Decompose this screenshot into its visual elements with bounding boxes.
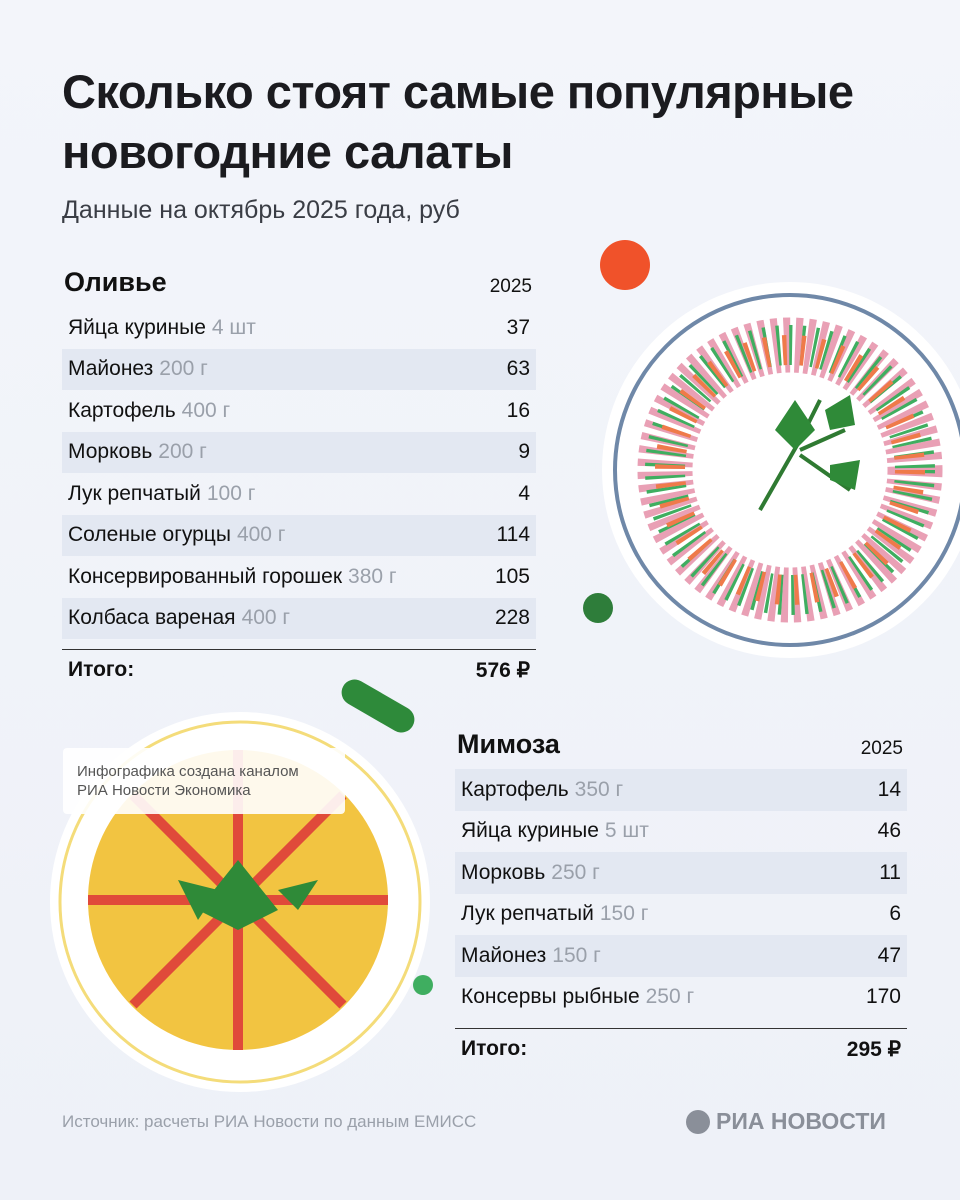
ingredient-price: 105 [494, 564, 530, 588]
pea-illustration [583, 593, 613, 623]
cucumber-illustration [336, 674, 420, 738]
olivie-heading: Оливье [64, 267, 167, 297]
pea-illustration [413, 975, 433, 995]
ingredient-qty: 400 г [241, 606, 291, 630]
ingredient-name: Консервированный горошек [68, 564, 343, 588]
table-row: Морковь 250 г 11 [455, 852, 907, 894]
table-row: Лук репчатый 150 г 6 [455, 894, 907, 936]
tomato-illustration [600, 240, 650, 290]
ingredient-qty: 5 шт [604, 819, 649, 843]
ingredient-qty: 200 г [158, 440, 207, 464]
ingredient-price: 63 [506, 357, 530, 381]
table-row: Картофель 400 г 16 [62, 390, 536, 432]
ingredient-name: Майонез [461, 943, 547, 967]
ingredient-qty: 380 г [348, 564, 397, 588]
ingredient-name: Картофель [461, 777, 569, 801]
mimosa-total-label: Итого: [461, 1037, 528, 1060]
table-row: Соленые огурцы 400 г 114 [62, 514, 536, 556]
ingredient-price: 46 [877, 819, 901, 843]
ingredient-name: Колбаса вареная [68, 606, 236, 630]
table-row: Морковь 200 г 9 [62, 431, 536, 473]
ingredient-name: Морковь [461, 860, 546, 884]
ingredient-name: Яйца куриные [461, 819, 599, 843]
table-row: Яйца куриные 4 шт 37 [62, 307, 536, 349]
ingredient-price: 47 [877, 943, 901, 967]
table-row: Консервированный горошек 380 г 105 [62, 556, 536, 598]
table-row: Майонез 150 г 47 [455, 935, 907, 977]
ingredient-qty: 150 г [599, 902, 649, 926]
table-row: Лук репчатый 100 г 4 [62, 473, 536, 515]
ingredient-name: Майонез [68, 357, 154, 381]
olivie-total-label: Итого: [68, 658, 135, 681]
ingredient-price: 9 [518, 440, 530, 464]
table-row: Картофель 350 г 14 [455, 769, 907, 811]
ingredient-qty: 150 г [552, 943, 601, 967]
ingredient-price: 16 [506, 398, 530, 422]
table-row: Консервы рыбные 250 г 170 [455, 977, 907, 1019]
watermark: Инфографика создана каналом РИА Новости … [63, 748, 345, 814]
ingredient-name: Яйца куриные [68, 315, 206, 339]
ingredient-qty: 200 г [159, 357, 208, 381]
ingredient-name: Картофель [68, 398, 176, 422]
table-row: Яйца куриные 5 шт 46 [455, 811, 907, 853]
ingredient-qty: 250 г [645, 985, 695, 1009]
mimosa-table: Мимоза 2025 Картофель 350 г 14 Яйца куриные 5… [455, 720, 907, 1062]
ingredient-price: 114 [496, 523, 530, 547]
source-note: Источник: расчеты РИА Новости по данным … [62, 1112, 477, 1131]
page-title: Сколько стоят самые популярные новогодни… [62, 65, 854, 178]
ingredient-name: Морковь [68, 440, 153, 464]
ingredient-name: Лук репчатый [68, 481, 201, 505]
olivie-total: 576 ₽ [475, 659, 530, 682]
ingredient-name: Лук репчатый [461, 902, 594, 926]
ingredient-qty: 100 г [206, 481, 256, 505]
ria-logo-text: РИА НОВОСТИ [716, 1108, 886, 1134]
ria-logo: РИА НОВОСТИ [686, 1108, 886, 1135]
ingredient-name: Консервы рыбные [461, 985, 640, 1009]
olivie-year: 2025 [489, 276, 532, 297]
ingredient-name: Соленые огурцы [68, 523, 231, 547]
ingredient-price: 37 [506, 315, 530, 339]
olivie-table: Оливье 2025 Яйца куриные 4 шт 37 Майонез 200 … [62, 258, 536, 683]
ingredient-qty: 400 г [181, 398, 231, 422]
page-subtitle: Данные на октябрь 2025 года, руб [62, 196, 460, 224]
ingredient-qty: 400 г [236, 523, 286, 547]
ingredient-qty: 4 шт [211, 315, 256, 339]
ingredient-price: 4 [518, 481, 530, 505]
ingredient-price: 14 [877, 777, 901, 801]
mimosa-year: 2025 [860, 738, 903, 759]
mimosa-total: 295 ₽ [846, 1038, 901, 1061]
olivie-plate-illustration [602, 282, 960, 658]
ingredient-qty: 250 г [551, 860, 600, 884]
ingredient-price: 6 [889, 902, 901, 926]
table-row: Майонез 200 г 63 [62, 348, 536, 390]
ria-globe-icon [686, 1109, 710, 1134]
ingredient-qty: 350 г [574, 777, 624, 801]
table-row: Колбаса вареная 400 г 228 [62, 597, 536, 639]
ingredient-price: 11 [879, 860, 901, 884]
ingredient-price: 170 [865, 985, 901, 1009]
mimosa-heading: Мимоза [457, 729, 560, 759]
ingredient-price: 228 [494, 606, 530, 630]
